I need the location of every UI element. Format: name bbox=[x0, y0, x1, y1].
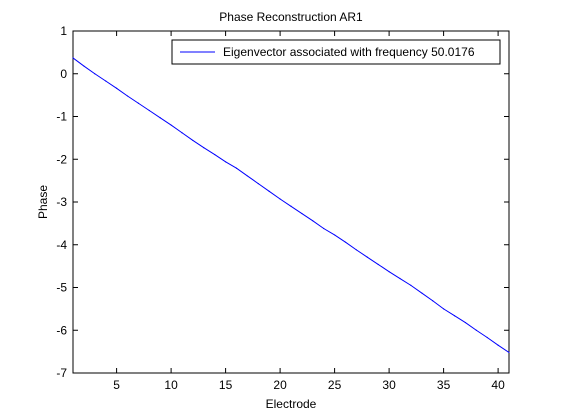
data-point bbox=[399, 277, 401, 280]
y-tick-label: -2 bbox=[56, 152, 67, 166]
data-point bbox=[126, 95, 129, 97]
data-point bbox=[203, 147, 205, 149]
y-tick-label: -5 bbox=[56, 281, 67, 295]
y-tick-label: 1 bbox=[60, 24, 67, 38]
data-point bbox=[410, 284, 412, 286]
data-point bbox=[497, 344, 499, 346]
data-point bbox=[246, 175, 248, 177]
data-point bbox=[508, 351, 510, 354]
data-point bbox=[355, 249, 357, 251]
data-point bbox=[257, 183, 259, 185]
data-point bbox=[486, 336, 488, 339]
data-point bbox=[94, 73, 96, 75]
x-tick-label: 20 bbox=[273, 378, 287, 392]
x-tick-label: 10 bbox=[164, 378, 178, 392]
y-tick-label: -4 bbox=[56, 238, 67, 252]
data-point bbox=[72, 57, 74, 59]
data-point bbox=[235, 167, 238, 169]
y-tick-label: -3 bbox=[56, 195, 67, 209]
data-point bbox=[225, 161, 227, 163]
data-point bbox=[344, 241, 347, 243]
data-point bbox=[105, 80, 107, 82]
y-axis-title: Phase bbox=[36, 185, 50, 219]
y-tick-label: -7 bbox=[56, 366, 67, 380]
data-point bbox=[301, 212, 303, 215]
data-point bbox=[116, 87, 118, 89]
data-point bbox=[377, 263, 379, 266]
x-tick-label: 30 bbox=[382, 378, 396, 392]
data-point bbox=[475, 329, 477, 331]
data-point bbox=[421, 292, 423, 294]
data-point bbox=[323, 227, 325, 230]
legend: Eigenvector associated with frequency 50… bbox=[171, 39, 501, 65]
y-tick-label: -1 bbox=[56, 110, 67, 124]
legend-box bbox=[171, 39, 501, 65]
data-point bbox=[181, 132, 183, 134]
data-point bbox=[268, 190, 270, 192]
y-tick-label: 0 bbox=[60, 67, 67, 81]
x-axis-title: Electrode bbox=[266, 397, 317, 411]
data-point bbox=[148, 109, 150, 112]
data-point bbox=[137, 102, 139, 104]
data-point bbox=[83, 65, 85, 67]
chart-title: Phase Reconstruction AR1 bbox=[219, 10, 363, 24]
y-tick-label: -6 bbox=[56, 323, 67, 337]
data-point bbox=[312, 220, 314, 222]
data-point bbox=[443, 308, 445, 310]
data-point bbox=[192, 139, 194, 142]
data-point bbox=[432, 300, 434, 302]
data-point bbox=[290, 205, 292, 207]
data-point bbox=[279, 198, 281, 200]
x-tick-label: 15 bbox=[219, 378, 233, 392]
x-tick-label: 35 bbox=[437, 378, 451, 392]
legend-entry-label: Eigenvector associated with frequency 50… bbox=[223, 45, 475, 59]
x-tick-label: 5 bbox=[113, 378, 120, 392]
data-point bbox=[464, 321, 466, 324]
data-point bbox=[214, 153, 216, 156]
data-point bbox=[388, 271, 390, 273]
points-layer bbox=[72, 57, 510, 354]
data-point bbox=[334, 234, 336, 236]
x-tick-label: 25 bbox=[328, 378, 342, 392]
data-point bbox=[170, 124, 172, 126]
x-tick-label: 40 bbox=[491, 378, 505, 392]
plot-area bbox=[72, 30, 510, 374]
data-point bbox=[366, 256, 368, 258]
data-point bbox=[453, 315, 456, 317]
data-point bbox=[159, 117, 161, 119]
